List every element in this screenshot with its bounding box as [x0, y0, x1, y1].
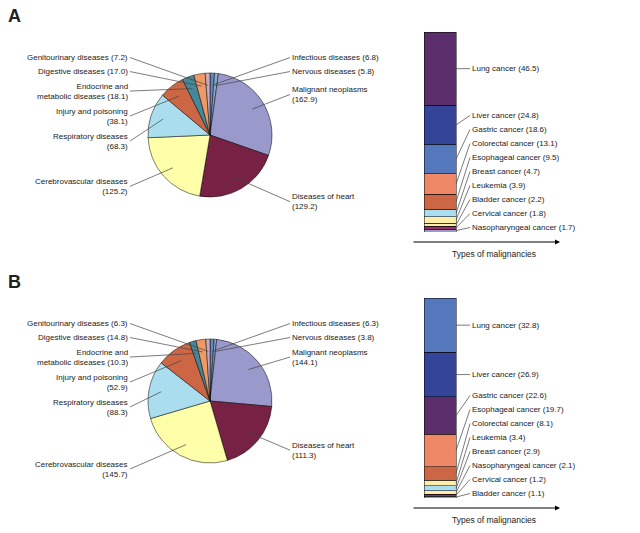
- svg-text:Digestive diseases (14.8): Digestive diseases (14.8): [38, 333, 128, 342]
- svg-text:Nasopharyngeal cancer (2.1): Nasopharyngeal cancer (2.1): [472, 461, 576, 470]
- svg-text:Breast cancer (2.9): Breast cancer (2.9): [472, 447, 540, 456]
- svg-text:Bladder cancer (1.1): Bladder cancer (1.1): [472, 489, 545, 498]
- svg-text:Types of malignancies: Types of malignancies: [452, 249, 536, 259]
- svg-text:Nervous diseases (5.8): Nervous diseases (5.8): [292, 67, 375, 76]
- svg-text:Injury and poisoning(38.1): Injury and poisoning(38.1): [56, 107, 128, 126]
- svg-text:Liver cancer (26.9): Liver cancer (26.9): [472, 370, 539, 379]
- svg-text:Infectious diseases (6.3): Infectious diseases (6.3): [292, 319, 379, 328]
- svg-text:Diseases of heart(129.2): Diseases of heart(129.2): [292, 192, 355, 211]
- svg-text:Respiratory diseases(68.3): Respiratory diseases(68.3): [53, 132, 128, 151]
- svg-text:Endocrine andmetabolic disease: Endocrine andmetabolic diseases (10.3): [37, 348, 128, 367]
- svg-text:Nervous diseases (3.8): Nervous diseases (3.8): [292, 333, 375, 342]
- svg-text:Esophageal cancer (9.5): Esophageal cancer (9.5): [472, 153, 560, 162]
- svg-text:Injury and poisoning(52.9): Injury and poisoning(52.9): [56, 373, 128, 392]
- svg-text:Nasopharyngeal cancer (1.7): Nasopharyngeal cancer (1.7): [472, 223, 576, 232]
- svg-text:A: A: [8, 6, 21, 26]
- svg-text:Digestive diseases (17.0): Digestive diseases (17.0): [38, 67, 128, 76]
- svg-text:Breast cancer (4.7): Breast cancer (4.7): [472, 167, 540, 176]
- svg-text:Malignant neoplasms(162.9): Malignant neoplasms(162.9): [292, 85, 368, 104]
- svg-text:Diseases of heart(111.3): Diseases of heart(111.3): [292, 441, 355, 460]
- svg-text:Leukemia (3.9): Leukemia (3.9): [472, 181, 526, 190]
- svg-text:Leukemia (3.4): Leukemia (3.4): [472, 433, 526, 442]
- svg-text:Respiratory diseases(88.3): Respiratory diseases(88.3): [53, 398, 128, 417]
- svg-text:Types of malignancies: Types of malignancies: [452, 515, 536, 525]
- svg-text:Endocrine andmetabolic disease: Endocrine andmetabolic diseases (18.1): [37, 82, 128, 101]
- svg-text:Cerebrovascular diseases(145.7: Cerebrovascular diseases(145.7): [35, 460, 128, 479]
- svg-text:Malignant neoplasms(144.1): Malignant neoplasms(144.1): [292, 348, 368, 367]
- svg-text:Lung cancer (32.8): Lung cancer (32.8): [472, 321, 539, 330]
- svg-text:Colorectal cancer (8.1): Colorectal cancer (8.1): [472, 419, 553, 428]
- svg-text:Genitourinary diseases (6.3): Genitourinary diseases (6.3): [27, 319, 128, 328]
- svg-text:Gastric cancer (18.6): Gastric cancer (18.6): [472, 125, 547, 134]
- svg-text:Esophageal cancer (19.7): Esophageal cancer (19.7): [472, 405, 564, 414]
- svg-text:Cervical cancer (1.8): Cervical cancer (1.8): [472, 209, 546, 218]
- svg-text:Cervical cancer (1.2): Cervical cancer (1.2): [472, 475, 546, 484]
- svg-text:Bladder cancer (2.2): Bladder cancer (2.2): [472, 195, 545, 204]
- svg-text:Infectious diseases (6.8): Infectious diseases (6.8): [292, 53, 379, 62]
- svg-text:Genitourinary diseases (7.2): Genitourinary diseases (7.2): [27, 53, 128, 62]
- svg-text:Gastric cancer (22.6): Gastric cancer (22.6): [472, 391, 547, 400]
- svg-text:B: B: [8, 272, 21, 292]
- svg-text:Colorectal cancer (13.1): Colorectal cancer (13.1): [472, 139, 558, 148]
- svg-text:Cerebrovascular diseases(125.2: Cerebrovascular diseases(125.2): [35, 177, 128, 196]
- svg-text:Liver cancer (24.8): Liver cancer (24.8): [472, 111, 539, 120]
- svg-text:Lung cancer (46.5): Lung cancer (46.5): [472, 64, 539, 73]
